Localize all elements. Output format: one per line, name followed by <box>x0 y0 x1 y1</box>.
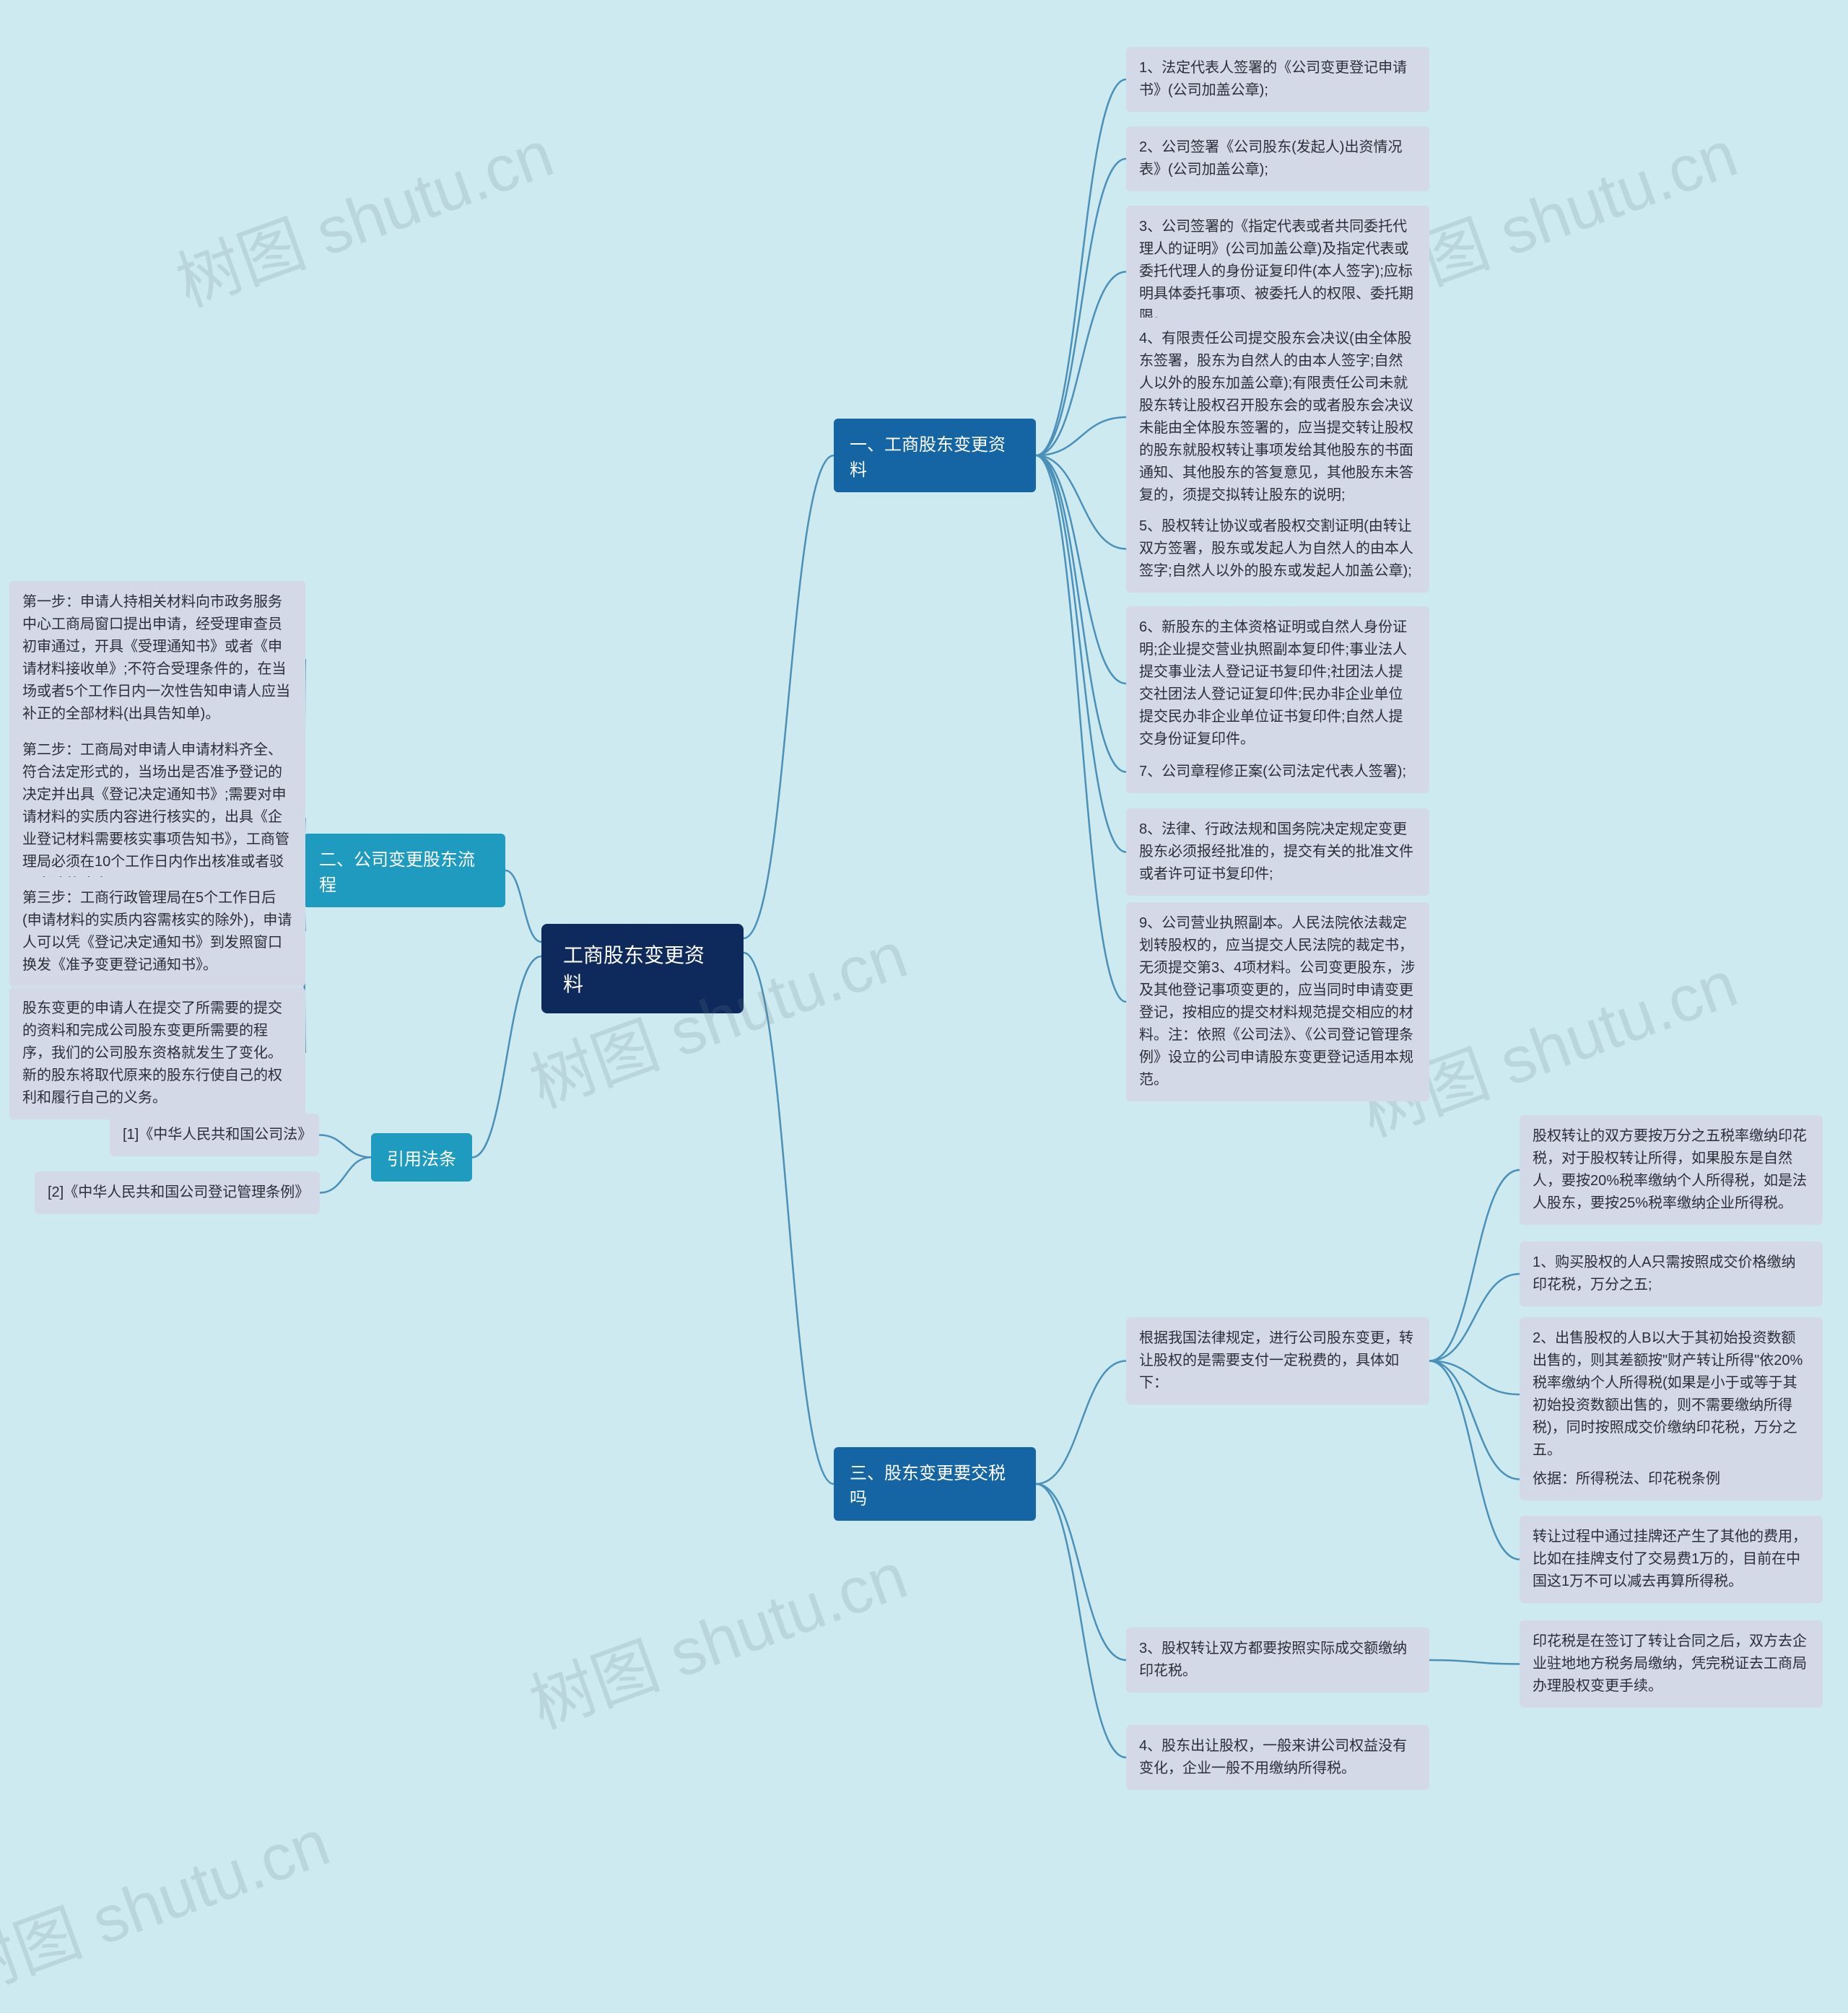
leaf-b1c6: 6、新股东的主体资格证明或自然人身份证明;企业提交营业执照副本复印件;事业法人提… <box>1126 606 1429 761</box>
leaf-b1c9: 9、公司营业执照副本。人民法院依法裁定划转股权的，应当提交人民法院的裁定书，无须… <box>1126 902 1429 1101</box>
leaf-b4c1g5: 转让过程中通过挂牌还产生了其他的费用，比如在挂牌支付了交易费1万的，目前在中国这… <box>1520 1516 1823 1603</box>
leaf-b2c4: 股东变更的申请人在提交了所需要的提交的资料和完成公司股东变更所需要的程序，我们的… <box>9 987 305 1119</box>
branch-b4: 三、股东变更要交税吗 <box>834 1447 1036 1521</box>
branch-b2: 二、公司变更股东流程 <box>303 834 505 907</box>
leaf-b4c1g3: 2、出售股权的人B以大于其初始投资数额出售的，则其差额按"财产转让所得"依20%… <box>1520 1317 1823 1472</box>
leaf-b1c8: 8、法律、行政法规和国务院决定规定变更股东必须报经批准的，提交有关的批准文件或者… <box>1126 808 1429 896</box>
branch-b3: 引用法条 <box>371 1133 472 1182</box>
leaf-b4c2g1: 印花税是在签订了转让合同之后，双方去企业驻地地方税务局缴纳，凭完税证去工商局办理… <box>1520 1620 1823 1708</box>
leaf-b2c1: 第一步：申请人持相关材料向市政务服务中心工商局窗口提出申请，经受理审查员初审通过… <box>9 581 305 735</box>
watermark: 树图 shutu.cn <box>162 102 564 325</box>
watermark: 树图 shutu.cn <box>0 1791 340 2013</box>
leaf-b1c2: 2、公司签署《公司股东(发起人)出资情况表》(公司加盖公章); <box>1126 126 1429 191</box>
leaf-b1c5: 5、股权转让协议或者股权交割证明(由转让双方签署，股东或发起人为自然人的由本人签… <box>1126 505 1429 593</box>
leaf-b3c1: [1]《中华人民共和国公司法》 <box>110 1114 319 1156</box>
branch-b1: 一、工商股东变更资料 <box>834 419 1036 492</box>
leaf-b3c2: [2]《中华人民共和国公司登记管理条例》 <box>35 1171 320 1214</box>
leaf-b1c7: 7、公司章程修正案(公司法定代表人签署); <box>1126 751 1429 793</box>
leaf-b1c1: 1、法定代表人签署的《公司变更登记申请书》(公司加盖公章); <box>1126 47 1429 112</box>
leaf-b1c4: 4、有限责任公司提交股东会决议(由全体股东签署，股东为自然人的由本人签字;自然人… <box>1126 318 1429 517</box>
leaf-b4c1g2: 1、购买股权的人A只需按照成交价格缴纳印花税，万分之五; <box>1520 1241 1823 1306</box>
root-node: 工商股东变更资料 <box>541 924 744 1013</box>
leaf-b4c3: 4、股东出让股权，一般来讲公司权益没有变化，企业一般不用缴纳所得税。 <box>1126 1725 1429 1790</box>
leaf-b4c2: 3、股权转让双方都要按照实际成交额缴纳印花税。 <box>1126 1628 1429 1693</box>
leaf-b4c1g4: 依据：所得税法、印花税条例 <box>1520 1458 1823 1501</box>
leaf-b2c3: 第三步：工商行政管理局在5个工作日后(申请材料的实质内容需核实的除外)，申请人可… <box>9 877 305 987</box>
leaf-b4c1: 根据我国法律规定，进行公司股东变更，转让股权的是需要支付一定税费的，具体如下： <box>1126 1317 1429 1405</box>
leaf-b4c1g1: 股权转让的双方要按万分之五税率缴纳印花税，对于股权转让所得，如果股东是自然人，要… <box>1520 1115 1823 1225</box>
root-label: 工商股东变更资料 <box>563 944 705 995</box>
watermark: 树图 shutu.cn <box>515 1524 918 1747</box>
